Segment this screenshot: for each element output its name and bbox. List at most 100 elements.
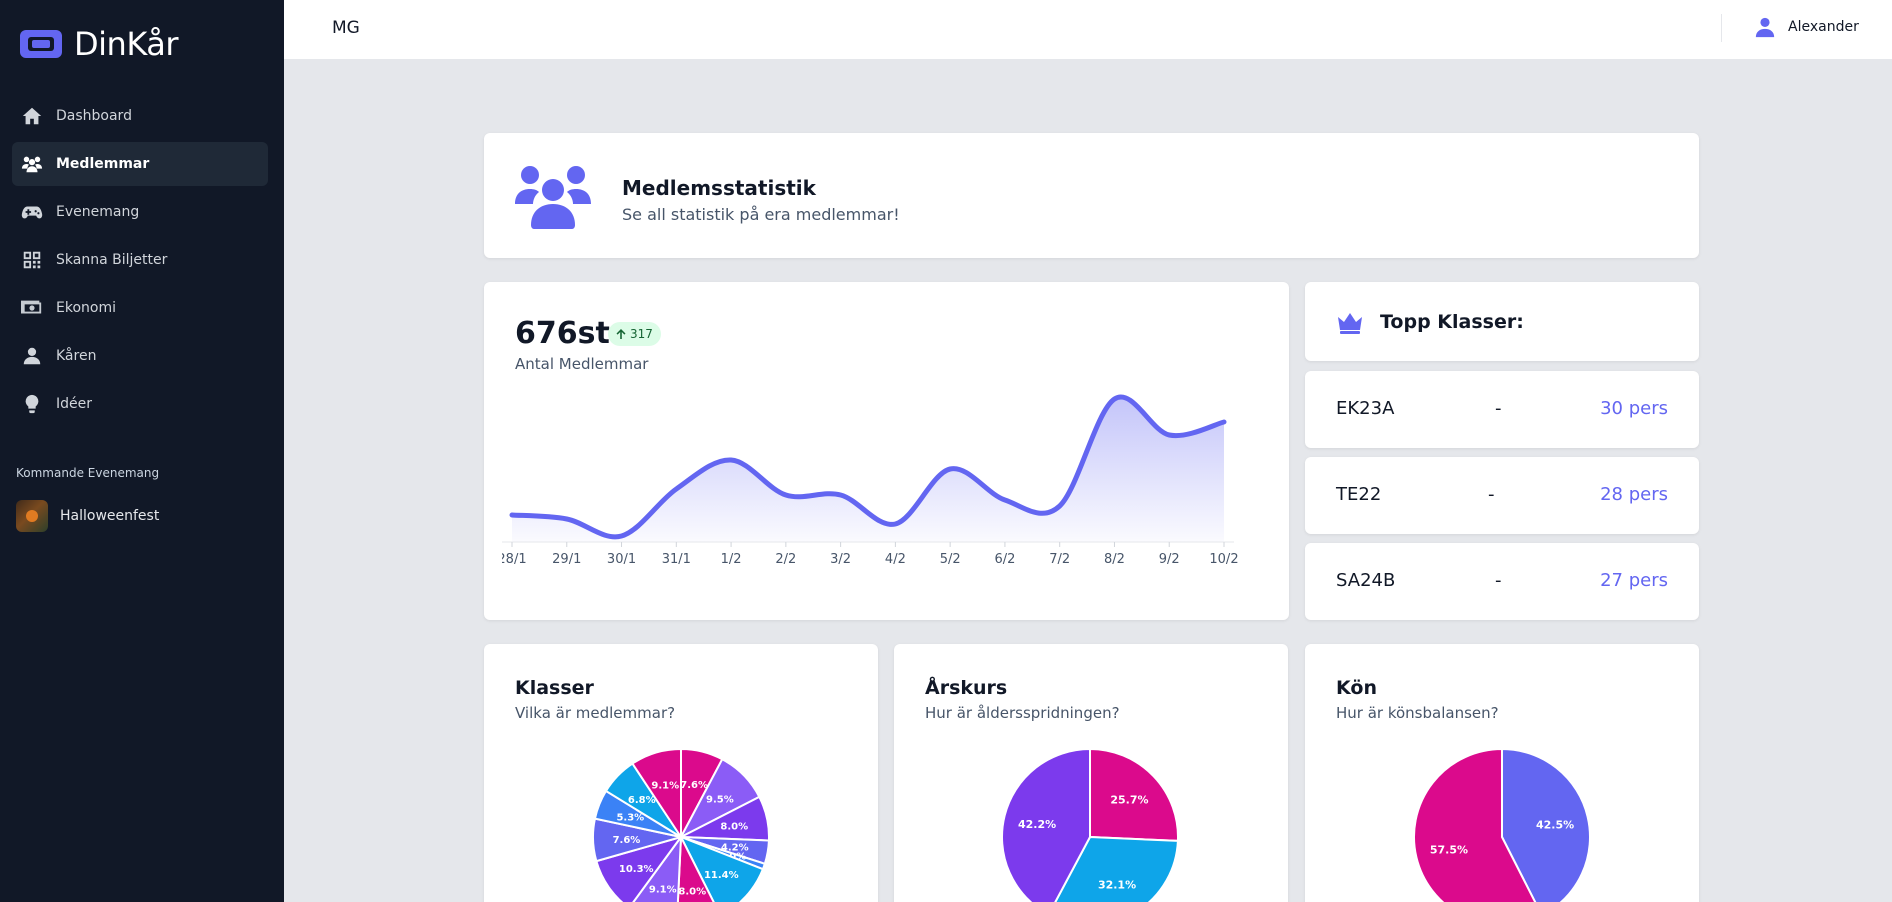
pie-slice-label: 8.0% bbox=[720, 821, 748, 832]
users-icon bbox=[515, 166, 591, 229]
arrow-up-icon bbox=[616, 329, 626, 339]
gender-pie-card: Kön Hur är könsbalansen? 42.5% 57.5% bbox=[1305, 644, 1699, 902]
sidebar-item-label: Medlemmar bbox=[56, 156, 150, 172]
member-count: 676st bbox=[515, 316, 610, 351]
sidebar-item-skanna-biljetter[interactable]: Skanna Biljetter bbox=[12, 238, 268, 282]
x-tick-label: 4/2 bbox=[885, 552, 906, 567]
pie-slice-label: 9.1% bbox=[649, 884, 677, 895]
x-tick-label: 9/2 bbox=[1159, 552, 1180, 567]
sidebar-item-label: Skanna Biljetter bbox=[56, 252, 168, 268]
sidebar-item-label: Kåren bbox=[56, 348, 97, 364]
pie-slice-label: 4.2% bbox=[721, 842, 749, 853]
x-tick-label: 10/2 bbox=[1209, 552, 1238, 567]
sidebar-item-label: Dashboard bbox=[56, 108, 132, 124]
top-classes-header: Topp Klasser: bbox=[1305, 282, 1699, 361]
pie-slice-label: 11.4% bbox=[704, 870, 739, 881]
brand-name: DinKår bbox=[74, 25, 179, 63]
qrcode-icon bbox=[20, 248, 44, 272]
pie-slice-label: 9.5% bbox=[706, 795, 734, 806]
pie-slice bbox=[1089, 747, 1179, 842]
pie-slice bbox=[631, 747, 682, 841]
class-name: TE22 bbox=[1336, 484, 1382, 505]
sidebar-item-dashboard[interactable]: Dashboard bbox=[12, 94, 268, 138]
sidebar-nav: Dashboard Medlemmar Evenemang Skanna Bil… bbox=[12, 94, 268, 430]
topbar: MG Alexander bbox=[284, 0, 1892, 60]
sidebar-item-ideer[interactable]: Idéer bbox=[12, 382, 268, 426]
sidebar-item-label: Idéer bbox=[56, 396, 92, 412]
page-subtitle: Se all statistik på era medlemmar! bbox=[622, 205, 900, 224]
members-line-chart: 28/1 29/1 30/1 31/1 1/2 2/2 3/2 4/2 5/2 6/2 7/2 8/2… bbox=[502, 394, 1239, 567]
pie-slice-label: 9.1% bbox=[651, 781, 679, 792]
classes-pie-chart: 7.6%9.5%8.0%4.2%1.0%11.4%8.0%9.1%10.3%7.… bbox=[592, 747, 770, 902]
class-count: 30 pers bbox=[1600, 398, 1668, 419]
pie-slice-label: 7.6% bbox=[680, 780, 708, 791]
pie-slice-label: 6.8% bbox=[628, 795, 656, 806]
x-tick-label: 7/2 bbox=[1049, 552, 1070, 567]
pie-slice bbox=[1501, 747, 1591, 902]
x-tick-label: 29/1 bbox=[552, 552, 581, 567]
pie-slice-label: 7.6% bbox=[613, 835, 641, 846]
upcoming-event-item[interactable]: Halloweenfest bbox=[16, 500, 159, 532]
sidebar-item-karen[interactable]: Kåren bbox=[12, 334, 268, 378]
separator: - bbox=[1495, 398, 1502, 419]
pie-slice bbox=[1054, 835, 1179, 902]
topbar-divider bbox=[1721, 14, 1722, 42]
growth-value: 317 bbox=[630, 327, 653, 341]
pie-subtitle: Hur är könsbalansen? bbox=[1336, 704, 1499, 722]
home-icon bbox=[20, 104, 44, 128]
x-tick-label: 3/2 bbox=[830, 552, 851, 567]
sidebar-item-evenemang[interactable]: Evenemang bbox=[12, 190, 268, 234]
x-tick-label: 31/1 bbox=[662, 552, 691, 567]
money-icon bbox=[20, 296, 44, 320]
x-tick-label: 6/2 bbox=[994, 552, 1015, 567]
separator: - bbox=[1488, 484, 1495, 505]
class-name: EK23A bbox=[1336, 398, 1395, 419]
lightbulb-icon bbox=[20, 392, 44, 416]
pie-slice bbox=[1001, 747, 1091, 902]
gamepad-icon bbox=[20, 200, 44, 224]
members-chart-card: 676st 317 Antal Medlemmar 28/1 29/1 30/1 31… bbox=[484, 282, 1289, 620]
top-class-row: SA24B - 27 pers bbox=[1305, 543, 1699, 620]
statistics-header-card: Medlemsstatistik Se all statistik på era… bbox=[484, 133, 1699, 258]
pie-slice-label: 5.3% bbox=[616, 813, 644, 824]
users-icon bbox=[20, 152, 44, 176]
x-tick-label: 1/2 bbox=[721, 552, 742, 567]
event-label: Halloweenfest bbox=[60, 508, 160, 524]
pie-slice-label: 42.5% bbox=[1536, 818, 1574, 831]
organization-name: MG bbox=[332, 18, 360, 38]
classes-pie-card: Klasser Vilka är medlemmar? 7.6% 9.5% 8.0%… bbox=[484, 644, 878, 902]
top-classes-title: Topp Klasser: bbox=[1380, 311, 1524, 333]
sidebar-item-label: Ekonomi bbox=[56, 300, 116, 316]
logo[interactable]: DinKår bbox=[20, 24, 179, 64]
top-class-row: TE22 - 28 pers bbox=[1305, 457, 1699, 534]
pie-slice-label: 42.2% bbox=[1018, 818, 1056, 831]
page-title: Medlemsstatistik bbox=[622, 176, 816, 200]
pie-slice-label: 57.5% bbox=[1430, 844, 1468, 857]
pie-slice bbox=[1413, 747, 1537, 902]
pie-slice-label: 10.3% bbox=[619, 864, 654, 875]
series-line bbox=[509, 394, 1227, 540]
pie-slice bbox=[678, 835, 765, 902]
pie-slice-label: 8.0% bbox=[678, 886, 706, 897]
area-fill bbox=[512, 396, 1224, 542]
user-icon bbox=[20, 344, 44, 368]
user-menu[interactable]: Alexander bbox=[1754, 16, 1859, 38]
crown-icon bbox=[1338, 313, 1362, 334]
x-tick-label: 30/1 bbox=[607, 552, 636, 567]
class-count: 28 pers bbox=[1600, 484, 1668, 505]
upcoming-events-heading: Kommande Evenemang bbox=[16, 466, 160, 480]
pie-subtitle: Vilka är medlemmar? bbox=[515, 704, 676, 722]
x-tick-label: 2/2 bbox=[775, 552, 796, 567]
sidebar-item-medlemmar[interactable]: Medlemmar bbox=[12, 142, 268, 186]
class-count: 27 pers bbox=[1600, 570, 1668, 591]
year-pie-card: Årskurs Hur är åldersspridningen? 25.7% 3… bbox=[894, 644, 1288, 902]
sidebar: DinKår Dashboard Medlemmar Evenemang Ska… bbox=[0, 0, 284, 902]
pie-title: Årskurs bbox=[925, 677, 1008, 699]
event-thumbnail bbox=[16, 500, 48, 532]
separator: - bbox=[1495, 570, 1502, 591]
year-pie-chart: 25.7% 32.1% 42.2% bbox=[1001, 747, 1179, 902]
x-tick-label: 28/1 bbox=[502, 552, 527, 567]
user-icon bbox=[1755, 17, 1775, 38]
pie-slice bbox=[676, 833, 715, 902]
sidebar-item-ekonomi[interactable]: Ekonomi bbox=[12, 286, 268, 330]
